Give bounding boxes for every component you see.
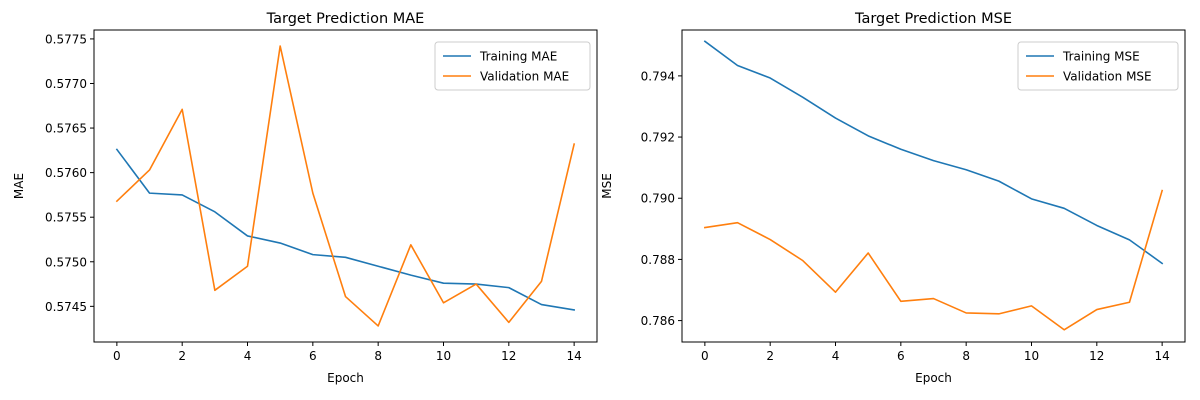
y-tick-label: 0.5765 [45, 122, 87, 136]
x-tick-label: 6 [897, 349, 905, 363]
series-line-training-mae [115, 148, 576, 311]
series-line-validation-mae [115, 45, 576, 327]
y-tick-label: 0.5775 [45, 32, 87, 46]
legend: Training MSE Validation MSE [1017, 41, 1179, 91]
y-tick-label: 0.5750 [45, 255, 87, 269]
x-tick-label: 0 [701, 349, 709, 363]
x-tick-label: 6 [309, 349, 317, 363]
x-tick-label: 14 [566, 349, 581, 363]
x-tick-label: 14 [1154, 349, 1169, 363]
series-line-validation-mse [703, 189, 1164, 331]
legend-label: Validation MAE [480, 70, 569, 84]
legend-label: Validation MSE [1063, 70, 1152, 84]
x-tick-label: 4 [244, 349, 252, 363]
x-tick-label: 2 [766, 349, 774, 363]
legend: Training MAE Validation MAE [434, 41, 591, 91]
y-tick-label: 0.794 [641, 69, 675, 83]
x-tick-label: 10 [436, 349, 451, 363]
legend-box [434, 41, 591, 91]
x-axis-label: Epoch [327, 371, 364, 385]
chart-title: Target Prediction MSE [854, 11, 1012, 27]
chart-panel-1: Target Prediction MAE 0 2 4 6 8 10 12 14 0.5745 0.… [12, 11, 598, 385]
y-tick-label: 0.792 [641, 131, 675, 145]
legend-label: Training MSE [1062, 50, 1140, 64]
x-axis-label: Epoch [915, 371, 952, 385]
x-tick-label: 8 [962, 349, 970, 363]
legend-box [1017, 41, 1179, 91]
x-tick-label: 0 [113, 349, 121, 363]
x-tick-label: 12 [1089, 349, 1104, 363]
y-axis-label: MSE [600, 173, 614, 199]
x-tick-label: 2 [178, 349, 186, 363]
y-tick-label: 0.786 [641, 314, 675, 328]
y-axis-label: MAE [12, 173, 26, 199]
legend-label: Training MAE [479, 50, 557, 64]
x-tick-label: 8 [374, 349, 382, 363]
plot-frame [93, 29, 598, 343]
plot-frame [681, 29, 1186, 343]
y-tick-label: 0.5745 [45, 300, 87, 314]
series-line-training-mse [703, 40, 1164, 265]
chart-panel-2: Target Prediction MSE 0 2 4 6 8 10 12 14 0.786 0.7… [600, 11, 1186, 385]
y-tick-label: 0.5770 [45, 77, 87, 91]
x-tick-label: 10 [1024, 349, 1039, 363]
chart-title: Target Prediction MAE [266, 11, 425, 27]
y-tick-label: 0.790 [641, 192, 675, 206]
y-tick-label: 0.788 [641, 253, 675, 267]
x-tick-label: 4 [832, 349, 840, 363]
y-tick-label: 0.5755 [45, 211, 87, 225]
y-tick-label: 0.5760 [45, 166, 87, 180]
x-tick-label: 12 [501, 349, 516, 363]
